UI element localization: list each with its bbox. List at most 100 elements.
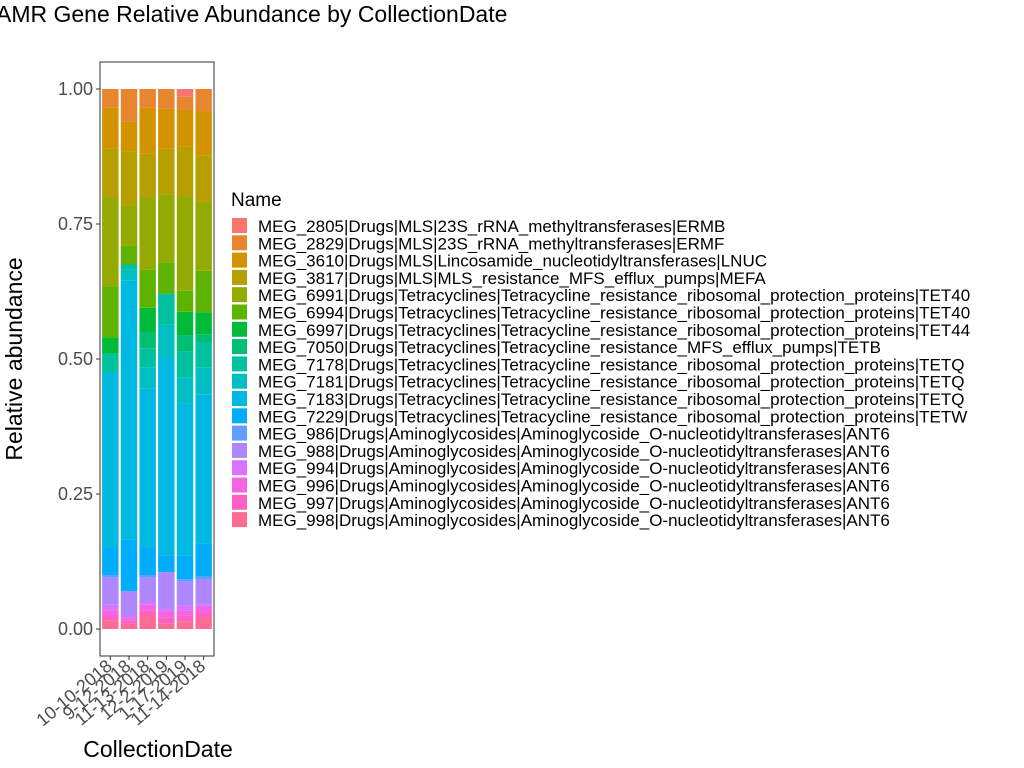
y-tick-label: 0.50	[58, 349, 93, 369]
legend-swatch	[232, 512, 247, 528]
legend-label: MEG_7178|Drugs|Tetracyclines|Tetracyclin…	[258, 355, 964, 374]
bar-segment	[102, 575, 119, 578]
legend-label: MEG_7181|Drugs|Tetracyclines|Tetracyclin…	[258, 373, 964, 392]
bar-segment	[195, 576, 212, 580]
legend-label: MEG_988|Drugs|Aminoglycosides|Aminoglyco…	[258, 442, 890, 461]
bar-segment	[176, 89, 194, 97]
legend-swatch	[232, 356, 247, 372]
bar-segment	[102, 353, 119, 373]
legend-swatch	[232, 391, 247, 406]
legend-swatch	[232, 235, 247, 251]
bar-segment	[102, 615, 119, 621]
bar-segment	[195, 367, 212, 395]
legend-swatch	[232, 321, 247, 337]
legend-label: MEG_7183|Drugs|Tetracyclines|Tetracyclin…	[258, 390, 964, 409]
bar-segment	[158, 611, 175, 618]
legend-swatch	[232, 218, 247, 233]
legend-swatch	[232, 442, 247, 458]
legend-swatch	[232, 339, 247, 355]
bar-segment	[195, 579, 212, 605]
bar-segment	[102, 548, 119, 575]
bar-segment	[120, 151, 138, 206]
bar-segment	[195, 612, 212, 618]
bar-segment	[139, 348, 156, 368]
bar-segment	[102, 148, 119, 197]
bar-segment	[176, 377, 194, 404]
bar-segment	[195, 394, 212, 544]
bar-segment	[139, 269, 156, 308]
bar-segment	[120, 620, 138, 624]
bar-segment	[102, 604, 119, 611]
bar-segment	[158, 359, 175, 556]
bar-segment	[176, 311, 194, 336]
bar-segment	[195, 334, 212, 343]
y-axis-label: Relative abundance	[1, 257, 27, 460]
bar-segment	[195, 111, 212, 156]
bar-segment	[176, 109, 194, 147]
bar-segment	[195, 312, 212, 335]
legend-swatch	[232, 304, 247, 320]
bar-segment	[195, 543, 212, 577]
legend-swatch	[232, 269, 247, 285]
legend-label: MEG_3817|Drugs|MLS|MLS_resistance_MFS_ef…	[258, 269, 766, 288]
y-tick-label: 0.75	[58, 214, 93, 234]
bar-segment	[120, 539, 138, 592]
bar-segment	[158, 609, 175, 612]
bar-segment	[139, 332, 156, 349]
legend-label: MEG_2805|Drugs|MLS|23S_rRNA_methyltransf…	[258, 217, 725, 236]
legend-label: MEG_7050|Drugs|Tetracyclines|Tetracyclin…	[258, 338, 881, 357]
bar-segment	[120, 623, 138, 629]
bar-segment	[195, 606, 212, 613]
bar-segment	[158, 108, 175, 149]
legend: Name MEG_2805|Drugs|MLS|23S_rRNA_methylt…	[231, 190, 970, 530]
bar-segment	[139, 153, 156, 197]
bar-segment	[176, 581, 194, 606]
bar-segment	[158, 623, 175, 629]
legend-label: MEG_3610|Drugs|MLS|Lincosamide_nucleotid…	[258, 252, 767, 271]
bar-segment	[139, 615, 156, 629]
legend-swatch	[232, 477, 247, 493]
bar-segment	[176, 605, 194, 611]
y-tick-label: 1.00	[58, 79, 93, 99]
bar-segment	[102, 610, 119, 616]
bar-segment	[176, 615, 194, 622]
bar-segment	[120, 245, 138, 265]
bar-segment	[176, 579, 194, 582]
bar-segment	[176, 555, 194, 580]
bar-segment	[120, 121, 138, 152]
bar-segment	[120, 205, 138, 246]
bar-segment	[139, 548, 156, 575]
bar-segment	[158, 617, 175, 624]
y-tick-label: 0.00	[58, 619, 93, 639]
bar-segment	[139, 367, 156, 389]
bars-group	[102, 89, 212, 629]
bar-segment	[158, 89, 175, 109]
bar-segment	[139, 388, 156, 548]
legend-label: MEG_7229|Drugs|Tetracyclines|Tetracyclin…	[258, 407, 967, 426]
bar-segment	[120, 264, 138, 270]
bar-segment	[139, 577, 156, 602]
y-axis: 0.00 0.25 0.50 0.75 1.00	[58, 79, 100, 639]
bar-segment	[139, 602, 156, 605]
bar-segment	[176, 146, 194, 197]
bar-segment	[120, 615, 138, 619]
bar-segment	[195, 617, 212, 629]
bar-segment	[102, 372, 119, 548]
bar-segment	[102, 286, 119, 338]
legend-items: MEG_2805|Drugs|MLS|23S_rRNA_methyltransf…	[232, 217, 970, 530]
bar-segment	[102, 620, 119, 629]
legend-swatch	[232, 373, 247, 389]
legend-swatch	[232, 408, 247, 424]
bar-segment	[102, 89, 119, 108]
legend-swatch	[232, 287, 247, 303]
bar-segment	[176, 351, 194, 378]
legend-label: MEG_994|Drugs|Aminoglycosides|Aminoglyco…	[258, 459, 890, 478]
bar-segment	[139, 604, 156, 611]
bar-segment	[102, 577, 119, 605]
legend-label: MEG_6991|Drugs|Tetracyclines|Tetracyclin…	[258, 286, 970, 305]
x-axis: 10-10-20189-12-201811-13-201812-2-20191-…	[33, 656, 210, 731]
bar-segment	[195, 155, 212, 202]
bar-segment	[139, 575, 156, 578]
bar-segment	[176, 621, 194, 629]
